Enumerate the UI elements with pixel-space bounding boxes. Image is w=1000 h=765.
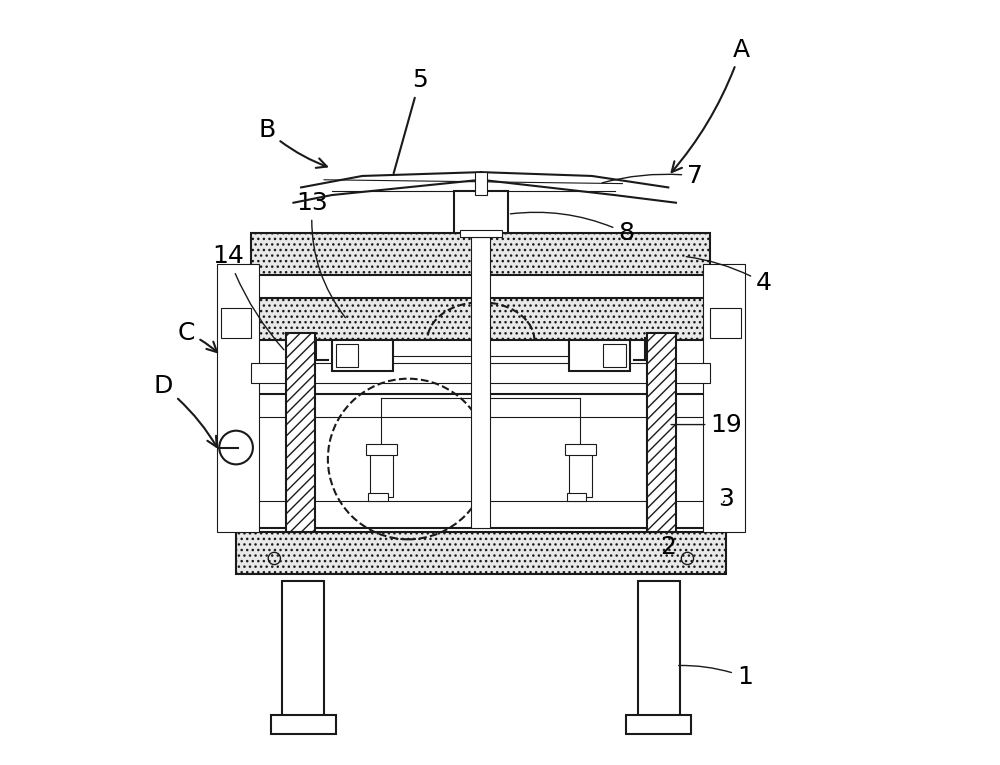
- Bar: [626, 715, 691, 734]
- Bar: [475, 172, 487, 195]
- Bar: [567, 493, 586, 501]
- Text: 1: 1: [679, 665, 753, 689]
- Bar: [647, 333, 676, 532]
- Bar: [221, 308, 251, 338]
- Bar: [703, 264, 745, 532]
- Bar: [366, 444, 397, 455]
- Bar: [638, 581, 680, 727]
- Bar: [332, 340, 393, 371]
- Text: A: A: [672, 37, 750, 172]
- Bar: [710, 308, 741, 338]
- Bar: [251, 298, 710, 340]
- Text: 13: 13: [297, 190, 345, 317]
- Bar: [270, 715, 336, 734]
- Text: 3: 3: [718, 487, 734, 511]
- Bar: [454, 191, 508, 233]
- Bar: [251, 233, 710, 275]
- Bar: [603, 344, 626, 367]
- Bar: [217, 264, 259, 532]
- Bar: [471, 237, 490, 528]
- Bar: [569, 451, 592, 497]
- Bar: [569, 340, 630, 371]
- Bar: [251, 394, 710, 528]
- Bar: [370, 451, 393, 497]
- Text: 4: 4: [686, 256, 772, 295]
- Bar: [565, 444, 596, 455]
- Bar: [286, 333, 315, 532]
- Text: 14: 14: [212, 244, 284, 350]
- Bar: [251, 363, 710, 382]
- Text: 5: 5: [394, 68, 428, 174]
- Bar: [368, 493, 388, 501]
- Text: D: D: [154, 374, 217, 447]
- Text: B: B: [258, 118, 327, 168]
- Text: C: C: [178, 321, 217, 352]
- Text: 8: 8: [510, 213, 634, 246]
- Bar: [236, 532, 726, 574]
- Bar: [336, 344, 358, 367]
- Text: 7: 7: [602, 164, 703, 188]
- Bar: [460, 230, 502, 237]
- Text: 19: 19: [671, 412, 742, 437]
- Text: 2: 2: [660, 535, 676, 562]
- Bar: [282, 581, 324, 727]
